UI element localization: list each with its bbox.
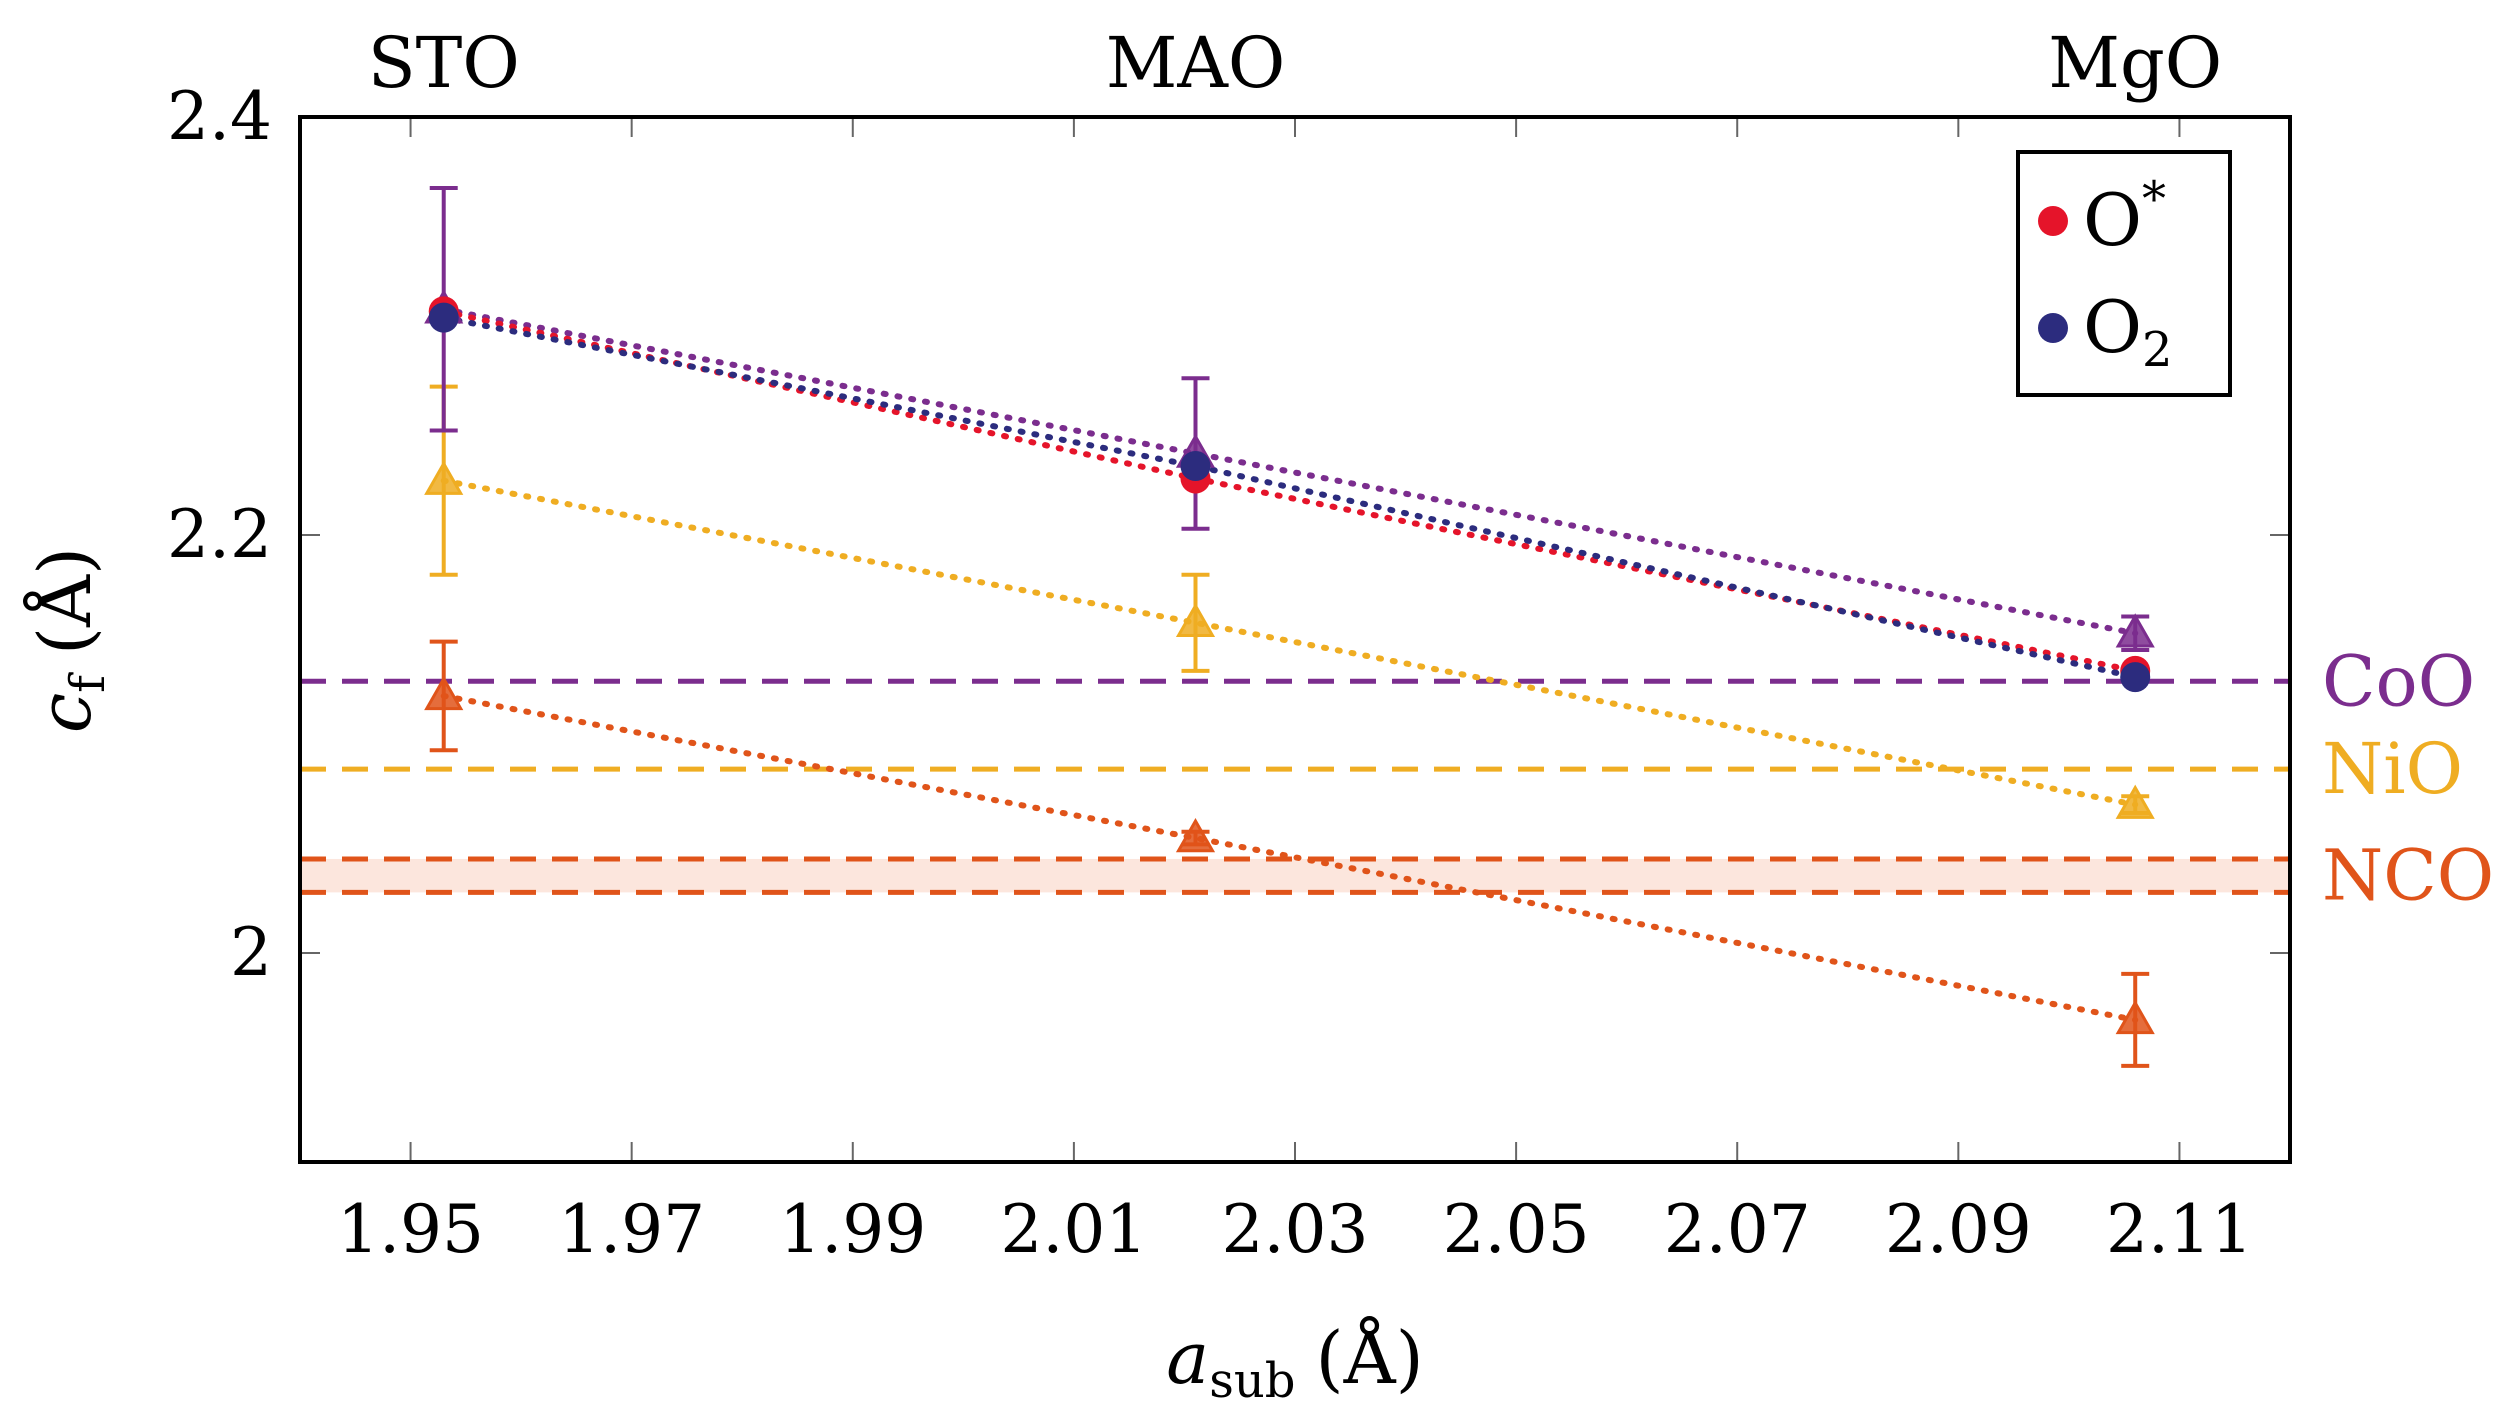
y-axis-unit: (Å) [22, 547, 107, 655]
x-tick-label-2: 1.99 [779, 1191, 926, 1268]
legend-label-o-star: O* [2083, 171, 2166, 262]
legend-label-o2: O2 [2083, 285, 2173, 378]
x-axis-title: asub (Å) [1166, 1315, 1423, 1408]
substrate-label-mgo: MgO [2048, 22, 2222, 104]
series-line-o2 [440, 314, 2139, 681]
x-axis-unit: (Å) [1316, 1315, 1424, 1400]
point-o2-1 [1180, 451, 1211, 482]
legend-marker-o2 [2038, 313, 2068, 343]
x-tick-label-5: 2.05 [1443, 1191, 1590, 1268]
point-nio-1 [1175, 602, 1216, 638]
series-line-o [440, 308, 2139, 674]
legend: O* O2 [2016, 150, 2232, 397]
point-nco-1 [1175, 818, 1216, 853]
point-nco-0 [424, 675, 464, 711]
x-axis-var: a [1166, 1316, 1209, 1400]
series-layer [424, 186, 2155, 1068]
series-line-coo [440, 306, 2139, 637]
x-tick-label-7: 2.09 [1885, 1191, 2032, 1268]
x-tick-label-8: 2.11 [2106, 1191, 2253, 1268]
substrate-label-sto: STO [368, 22, 520, 104]
point-o2-0 [428, 302, 459, 333]
x-tick-label-6: 2.07 [1664, 1191, 1811, 1268]
y-tick-label-1: 2.2 [167, 496, 272, 573]
plot-frame [298, 115, 2292, 1164]
x-axis-sub: sub [1209, 1353, 1295, 1408]
y-axis-title: cf (Å) [22, 547, 116, 733]
y-axis-sub: f [60, 672, 116, 693]
series-line-nco [440, 692, 2139, 1023]
point-o2-2 [2120, 662, 2151, 693]
ref-label-nio: NiO [2322, 728, 2463, 810]
y-tick-label-2: 2.4 [167, 78, 272, 155]
x-tick-label-3: 2.01 [1000, 1191, 1147, 1268]
legend-box [2016, 150, 2232, 397]
series-line-nio [440, 477, 2139, 808]
x-tick-label-0: 1.95 [337, 1191, 484, 1268]
ref-label-coo: CoO [2322, 640, 2475, 722]
point-nco-2 [2115, 999, 2155, 1035]
ref-band-nco [300, 858, 2290, 893]
nco-band-layer [300, 858, 2290, 893]
legend-marker-o-star [2038, 206, 2068, 236]
substrate-label-mao: MAO [1106, 22, 1286, 104]
y-axis-var: c [23, 693, 107, 733]
point-coo-2 [2115, 613, 2155, 648]
y-tick-label-0: 2 [230, 914, 272, 991]
x-tick-label-4: 2.03 [1222, 1191, 1369, 1268]
x-tick-label-1: 1.97 [558, 1191, 705, 1268]
y-axis-title-text: cf (Å) [22, 547, 116, 733]
point-nio-2 [2115, 784, 2155, 819]
ref-label-nco: NCO [2322, 835, 2494, 917]
point-nio-0 [424, 460, 464, 495]
